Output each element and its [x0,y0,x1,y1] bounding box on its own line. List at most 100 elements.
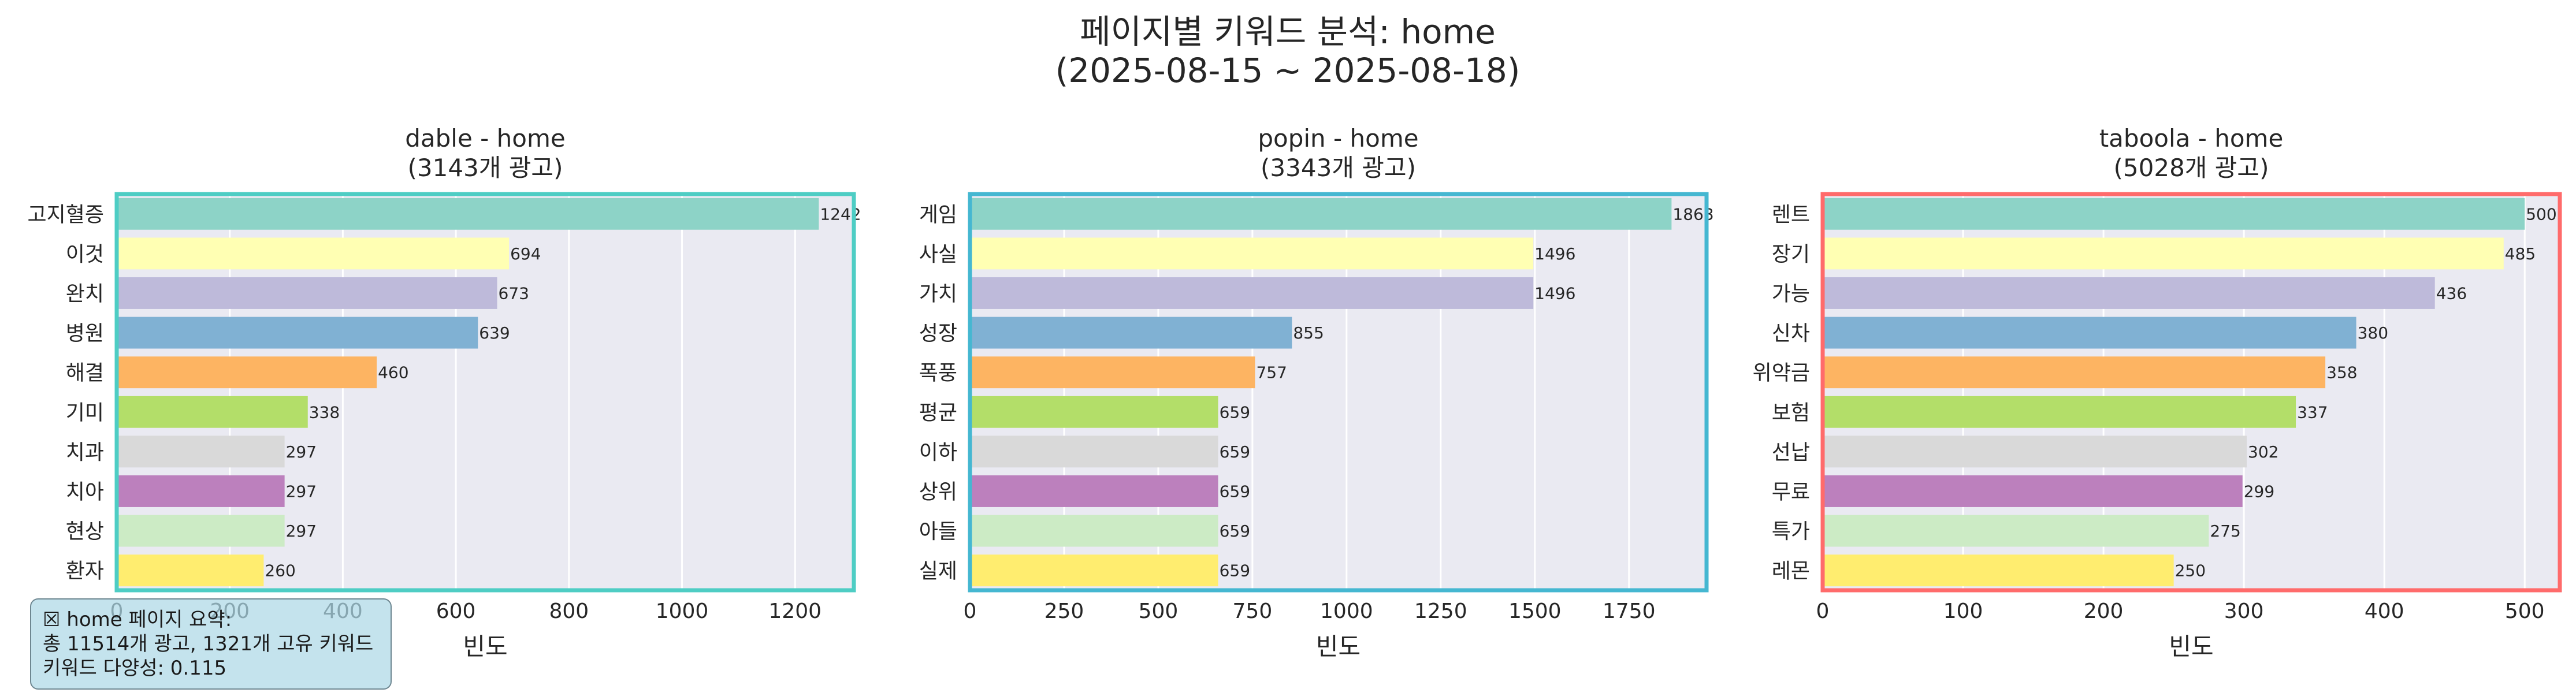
bar [117,554,264,587]
bar [970,475,1218,507]
bar [117,396,308,428]
y-tick-label: 무료 [1772,481,1810,504]
y-tick-label: 사실 [919,243,957,266]
x-tick-label: 1200 [768,600,822,623]
x-tick-label: 300 [2224,600,2264,623]
data-label: 659 [1220,442,1250,461]
y-tick-label: 장기 [1772,243,1810,266]
x-axis-label: 빈도 [463,632,507,661]
bar [970,515,1218,547]
y-tick-label: 보험 [1772,401,1810,425]
bar [970,435,1218,468]
data-label: 250 [2175,561,2206,580]
chart-panels: 0200400600800100012001242고지혈증694이것673완치6… [28,124,2562,661]
y-tick-label: 고지혈증 [28,203,104,226]
x-tick-label: 1500 [1508,600,1562,623]
bar [117,356,377,389]
bar [1823,554,2174,587]
bar [970,198,1672,230]
x-tick-label: 100 [1943,600,1983,623]
summary-heading: ☒ home 페이지 요약: [43,608,232,631]
panel-subtitle: (5028개 광고) [2114,154,2269,182]
data-label: 358 [2326,363,2357,382]
y-tick-label: 레몬 [1772,560,1810,583]
panel-title: popin - home [1258,124,1418,152]
x-tick-label: 0 [964,600,977,623]
y-tick-label: 치과 [66,441,104,464]
x-tick-label: 0 [1816,600,1830,623]
y-tick-label: 성장 [919,322,957,345]
bar [1823,435,2247,468]
chart-panel-3: 0 100 200 300 400 500 500 렌트 485 장기 436 가능 380 신차 358 위… [1753,124,2562,661]
x-tick-label: 500 [1139,600,1179,623]
y-tick-label: 특가 [1772,520,1810,543]
data-label: 500 [2526,204,2556,224]
bar [970,237,1534,270]
x-tick-label: 1750 [1603,600,1656,623]
data-label: 380 [2358,323,2388,342]
x-tick-label: 400 [2365,600,2404,623]
data-label: 659 [1220,561,1250,580]
summary-line-diversity: 키워드 다양성: 0.115 [43,657,227,680]
bar [117,317,478,349]
data-label: 337 [2297,403,2328,422]
y-tick-label: 완치 [66,282,104,306]
data-label: 297 [286,482,317,501]
plot-frame [968,192,1709,593]
x-tick-label: 250 [1044,600,1084,623]
data-label: 485 [2505,244,2536,263]
x-tick-label: 1250 [1414,600,1467,623]
x-tick-label: 500 [2505,600,2545,623]
bar [117,198,819,230]
bar [117,277,497,309]
plot-frame [1820,192,2562,593]
bar [1823,317,2356,349]
x-tick-label: 800 [549,600,589,623]
bar [970,317,1292,349]
y-tick-label: 신차 [1772,322,1810,345]
y-tick-label: 치아 [66,481,104,504]
panel-title: taboola - home [2099,124,2284,152]
y-tick-label: 병원 [66,322,104,345]
y-tick-label: 이것 [66,243,104,266]
y-tick-label: 게임 [919,203,957,226]
panel-subtitle: (3343개 광고) [1261,154,1416,182]
data-label: 659 [1220,403,1250,422]
data-label: 460 [378,363,408,382]
data-label: 639 [479,323,510,342]
x-tick-label: 750 [1233,600,1273,623]
x-axis-label: 빈도 [2169,632,2213,661]
x-tick-label: 600 [436,600,476,623]
y-tick-label: 환자 [66,560,104,583]
data-label: 260 [265,561,295,580]
data-label: 757 [1256,363,1287,382]
bar [1823,396,2296,428]
x-tick-label: 1000 [656,600,709,623]
data-label: 855 [1293,323,1324,342]
bar [1823,277,2435,309]
x-tick-label: 1000 [1320,600,1373,623]
data-label: 299 [2244,482,2274,501]
bar [970,396,1218,428]
bar [1823,475,2243,507]
chart-panel-1: 0200400600800100012001242고지혈증694이것673완치6… [28,124,861,661]
data-label: 1496 [1534,284,1575,303]
y-tick-label: 가능 [1772,282,1810,306]
y-tick-label: 해결 [66,362,104,385]
bar [1823,198,2525,230]
bar [117,237,510,270]
data-label: 275 [2210,522,2240,541]
x-axis-label: 빈도 [1316,632,1361,661]
data-label: 1496 [1534,244,1575,263]
x-tick-label: 200 [2084,600,2124,623]
y-tick-label: 가치 [919,282,957,306]
data-label: 297 [286,442,317,461]
y-tick-label: 렌트 [1772,203,1810,226]
y-tick-label: 상위 [919,481,957,504]
y-tick-label: 이하 [919,441,957,464]
summary-line-ads: 총 11514개 광고, 1321개 고유 키워드 [43,632,374,656]
y-tick-label: 아들 [919,520,957,543]
data-label: 673 [499,284,529,303]
y-tick-label: 선납 [1772,441,1810,464]
